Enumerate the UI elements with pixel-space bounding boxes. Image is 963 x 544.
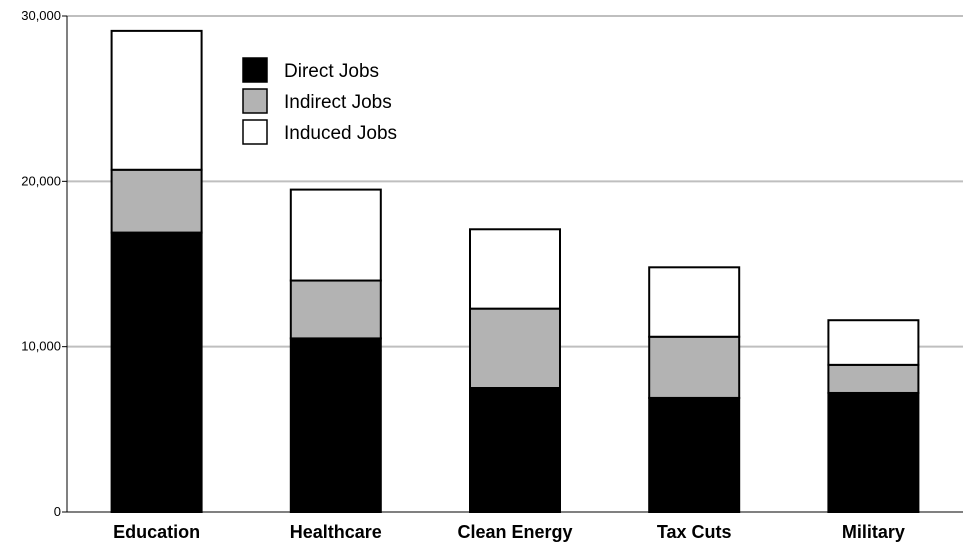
y-tick-label: 10,000 [21, 339, 61, 354]
bar-direct-jobs [469, 387, 561, 513]
bar-induced-jobs [469, 228, 561, 310]
x-category-label: Military [842, 522, 905, 542]
y-tick-label: 30,000 [21, 8, 61, 23]
x-category-label: Education [113, 522, 200, 542]
bar-induced-jobs [648, 266, 741, 338]
x-axis-category-labels: Education Healthcare Clean Energy Tax Cuts M… [113, 522, 905, 542]
y-tick-label: 0 [54, 504, 61, 519]
legend-label: Indirect Jobs [284, 92, 392, 113]
bars [110, 29, 920, 514]
bar-direct-jobs [289, 337, 382, 513]
legend-swatch [242, 88, 268, 114]
legend: Direct Jobs Indirect Jobs Induced Jobs [242, 57, 397, 145]
x-category-label: Clean Energy [457, 522, 572, 542]
bar-induced-jobs [289, 188, 382, 282]
bar-indirect-jobs [469, 307, 561, 390]
legend-swatch [242, 119, 268, 145]
bar-direct-jobs [110, 231, 203, 513]
bar-induced-jobs [827, 319, 920, 366]
bar-direct-jobs [648, 396, 741, 514]
y-tick-label: 20,000 [21, 173, 61, 188]
bar-direct-jobs [827, 391, 920, 513]
bar-indirect-jobs [827, 363, 920, 394]
bar-indirect-jobs [289, 279, 382, 340]
legend-label: Induced Jobs [284, 123, 397, 144]
y-axis-tick-labels: 0 10,000 20,000 30,000 [21, 8, 61, 519]
x-category-label: Healthcare [290, 522, 382, 542]
legend-label: Direct Jobs [284, 61, 379, 82]
bar-indirect-jobs [110, 168, 203, 234]
x-category-label: Tax Cuts [657, 522, 732, 542]
bar-induced-jobs [110, 29, 203, 171]
legend-swatch [242, 57, 268, 83]
bar-indirect-jobs [648, 335, 741, 399]
